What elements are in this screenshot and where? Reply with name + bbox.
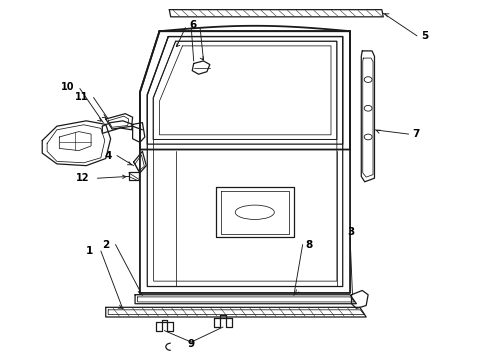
Text: 4: 4 bbox=[104, 150, 112, 161]
Text: 12: 12 bbox=[76, 173, 90, 183]
Text: 8: 8 bbox=[305, 239, 312, 249]
Text: 11: 11 bbox=[74, 92, 88, 102]
Text: 2: 2 bbox=[102, 239, 109, 249]
Text: 7: 7 bbox=[412, 129, 420, 139]
Text: 10: 10 bbox=[61, 82, 75, 93]
Text: 6: 6 bbox=[189, 20, 196, 30]
Text: 5: 5 bbox=[421, 31, 428, 41]
Text: 1: 1 bbox=[86, 246, 93, 256]
Text: 9: 9 bbox=[188, 339, 195, 349]
Text: 3: 3 bbox=[347, 227, 354, 237]
